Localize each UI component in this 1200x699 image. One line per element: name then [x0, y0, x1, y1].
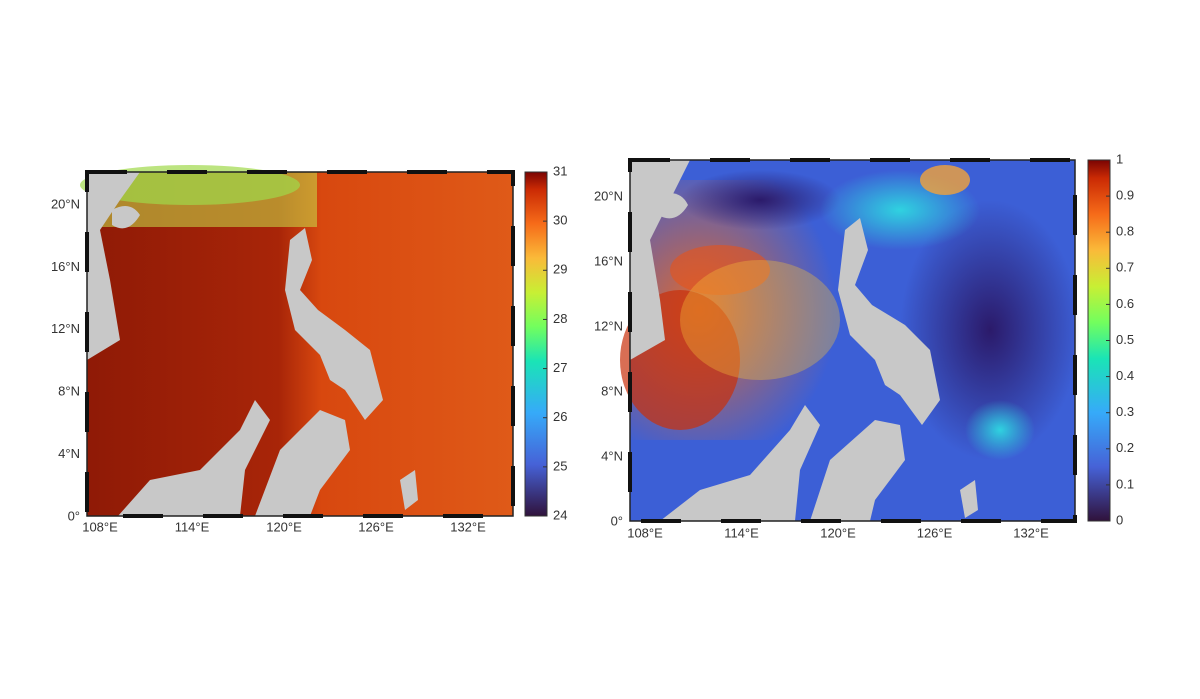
sst-map: [80, 165, 515, 518]
colorbar-tick-label: 24: [553, 507, 567, 522]
colorbar-tick-label: 0.2: [1116, 440, 1134, 455]
lon-label: 132°E: [1013, 525, 1049, 540]
colorbar-tick-label: 0.8: [1116, 224, 1134, 239]
ratio-map: [620, 158, 1080, 523]
colorbar-tick-label: 0.1: [1116, 476, 1134, 491]
lat-label: 8°N: [58, 384, 80, 399]
colorbar-tick-label: 0.6: [1116, 296, 1134, 311]
colorbar-tick-label: 1: [1116, 151, 1123, 166]
colorbar-tick-label: 31: [553, 163, 567, 178]
colorbar-tick-label: 0.7: [1116, 260, 1134, 275]
colorbar-tick-label: 0.5: [1116, 332, 1134, 347]
lon-label: 126°E: [358, 519, 394, 534]
colorbar-tick-label: 0.3: [1116, 404, 1134, 419]
lon-label: 132°E: [450, 519, 486, 534]
lat-label: 8°N: [601, 383, 623, 398]
lat-label: 12°N: [594, 318, 623, 333]
colorbar: [524, 171, 548, 517]
colorbar-tick-label: 27: [553, 360, 567, 375]
colorbar-tick-label: 30: [553, 213, 567, 228]
lon-label: 120°E: [266, 519, 302, 534]
lat-label: 20°N: [51, 196, 80, 211]
colorbar-tick-label: 0.4: [1116, 368, 1134, 383]
colorbar-tick-label: 26: [553, 409, 567, 424]
lat-label: 12°N: [51, 321, 80, 336]
colorbar-tick-label: 25: [553, 458, 567, 473]
lat-label: 16°N: [594, 253, 623, 268]
lat-label: 16°N: [51, 259, 80, 274]
lon-label: 108°E: [627, 525, 663, 540]
lon-label: 114°E: [724, 525, 759, 540]
lat-label: 4°N: [58, 446, 80, 461]
colorbar-tick-label: 28: [553, 311, 567, 326]
lon-label: 126°E: [917, 525, 953, 540]
lat-label: 4°N: [601, 448, 623, 463]
colorbar-tick-label: 0: [1116, 512, 1123, 527]
lon-label: 114°E: [175, 519, 210, 534]
lat-label: 0°: [68, 508, 80, 523]
colorbar-tick-label: 0.9: [1116, 188, 1134, 203]
lat-label: 20°N: [594, 188, 623, 203]
lon-label: 120°E: [820, 525, 856, 540]
colorbar-tick-label: 29: [553, 262, 567, 277]
lon-label: 108°E: [82, 519, 118, 534]
lat-label: 0°: [611, 513, 623, 528]
